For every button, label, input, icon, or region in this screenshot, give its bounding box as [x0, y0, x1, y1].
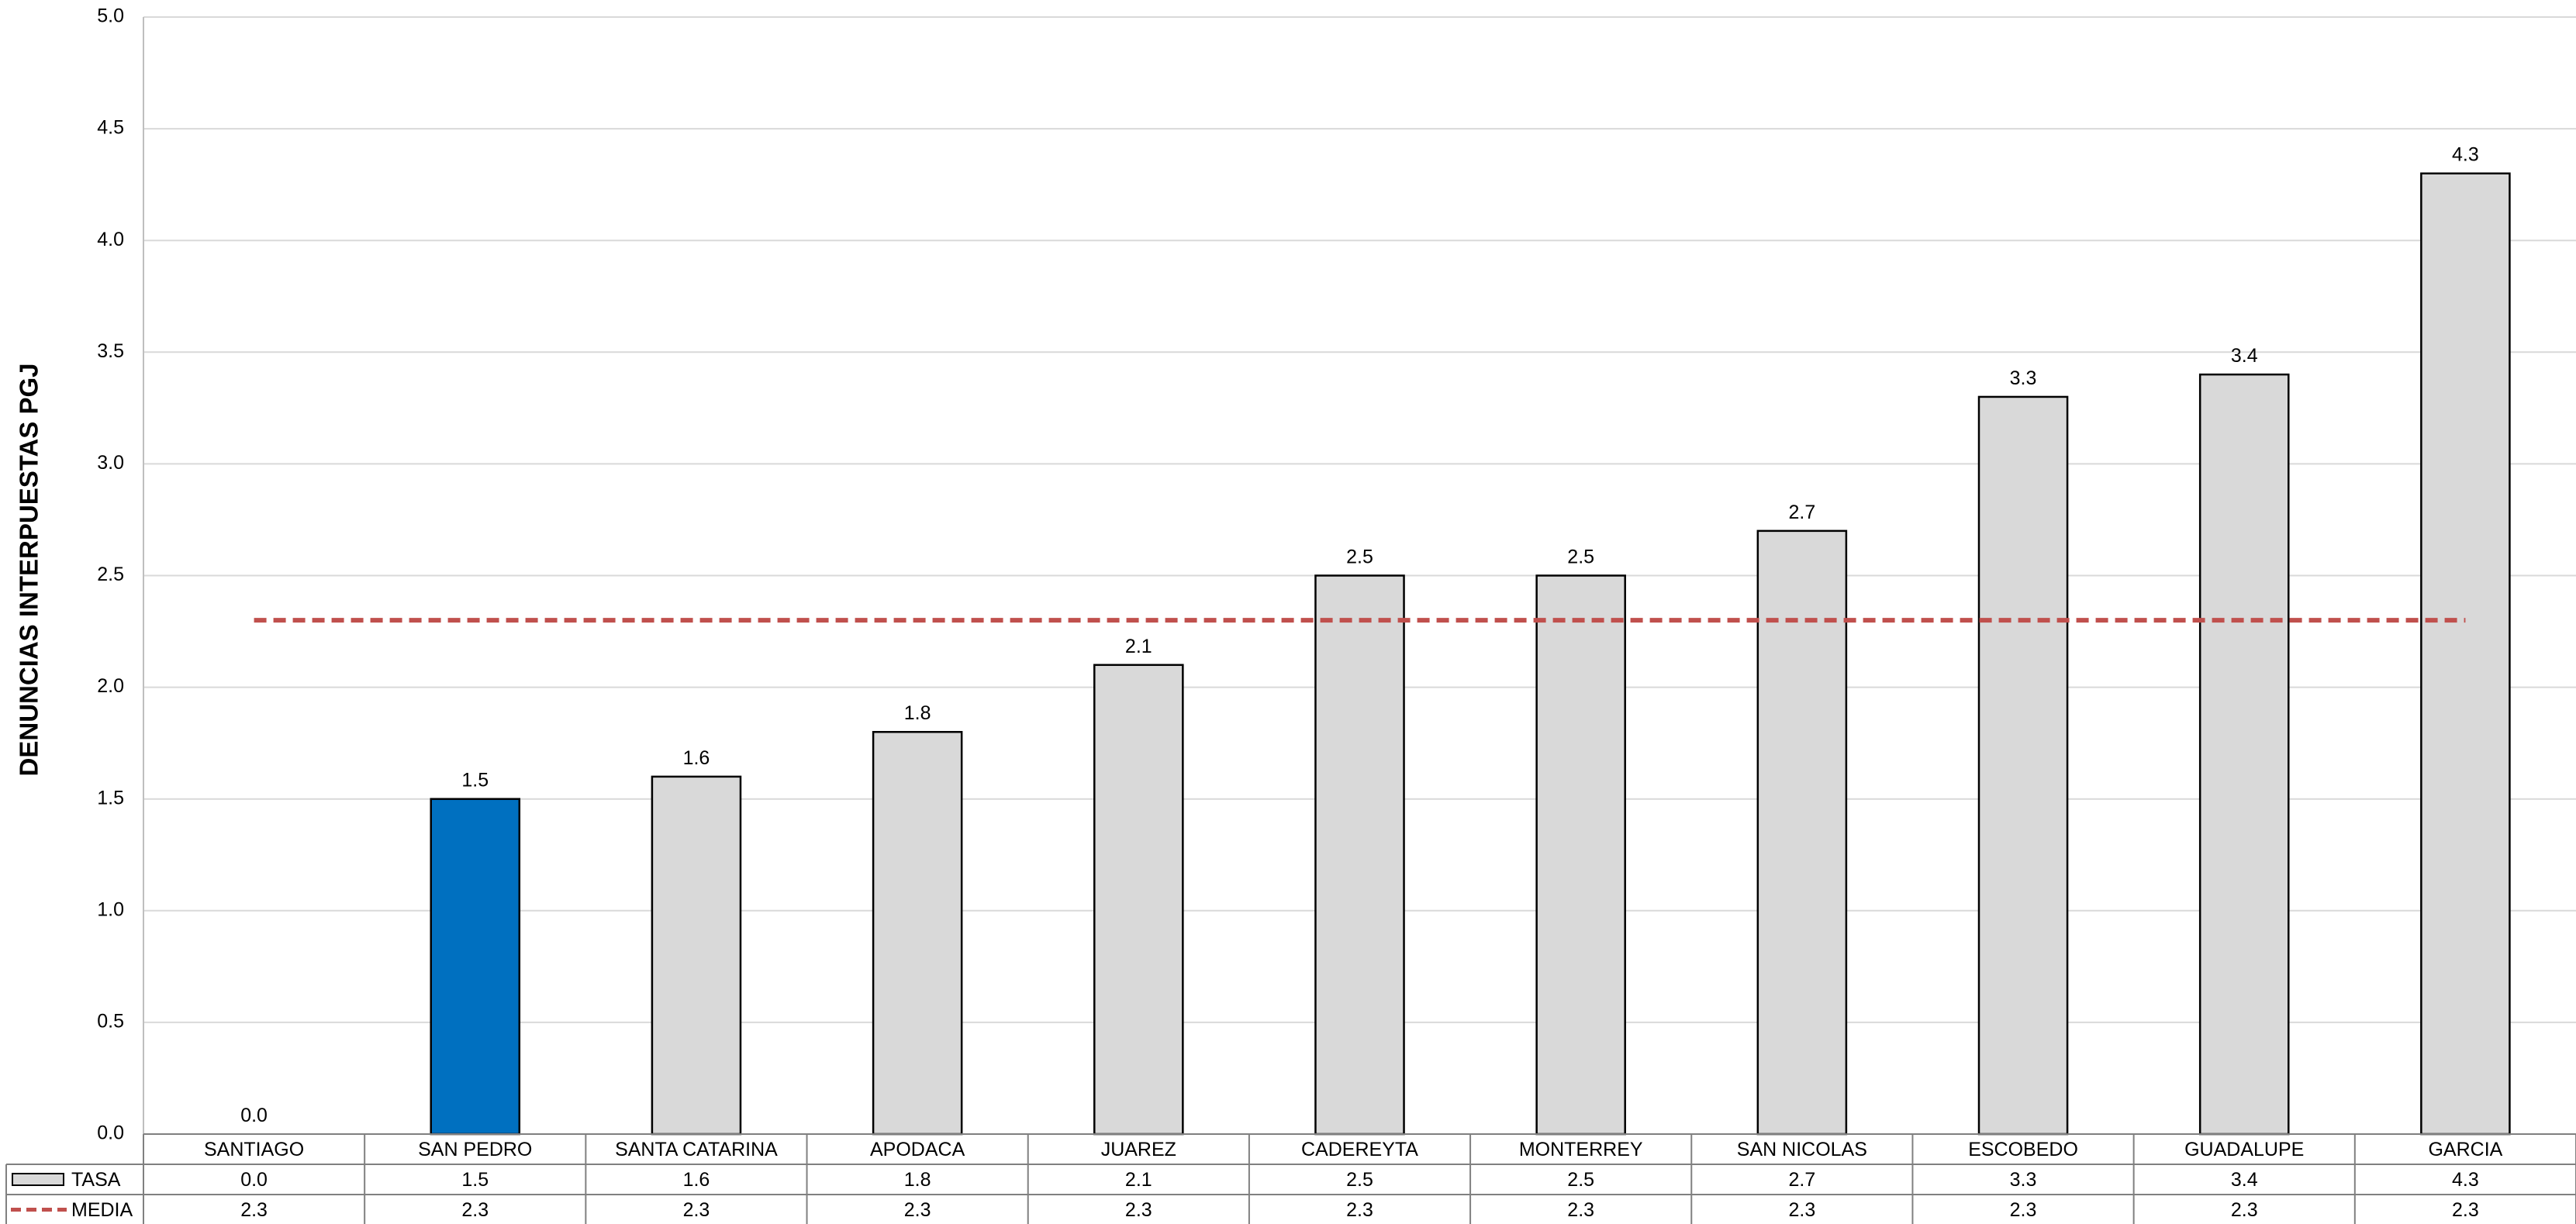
- table-cell-tasa: 3.4: [2231, 1169, 2258, 1191]
- bar-apodaca: [872, 730, 963, 1136]
- y-tick-label: 2.5: [97, 564, 124, 585]
- table-cell-tasa: 1.8: [904, 1169, 931, 1191]
- table-cell-media: 2.3: [461, 1199, 489, 1221]
- table-cell-tasa: 2.5: [1567, 1169, 1594, 1191]
- bar-santa-catarina: [651, 775, 742, 1136]
- bars: [430, 172, 2511, 1136]
- category-label: MONTERREY: [1519, 1139, 1643, 1160]
- y-tick-label: 3.0: [97, 452, 124, 474]
- table-cell-media: 2.3: [2452, 1199, 2479, 1221]
- table-cell-tasa: 0.0: [240, 1169, 268, 1191]
- table-cell-media: 2.3: [683, 1199, 710, 1221]
- table-cell-tasa: 4.3: [2452, 1169, 2479, 1191]
- table-cell-media: 2.3: [1788, 1199, 1815, 1221]
- bar-juarez: [1093, 664, 1184, 1136]
- bar-value-label: 3.4: [2231, 345, 2258, 367]
- bar-value-label: 2.5: [1346, 546, 1373, 568]
- bar-san-pedro: [430, 798, 521, 1136]
- category-label: SAN NICOLAS: [1737, 1139, 1867, 1160]
- data-table: SANTIAGO SAN PEDRO SANTA CATARINA APODACA JU…: [5, 1133, 2576, 1224]
- bar-data-labels: 0.0 1.5 1.6 1.8 2.1 2.5 2.5 2.7 3.3 3.4 4.3: [240, 144, 2479, 1126]
- bar-value-label: 2.5: [1567, 546, 1594, 568]
- table-cell-media: 2.3: [2010, 1199, 2037, 1221]
- legend-label-tasa: TASA: [71, 1169, 121, 1191]
- bar-san-nicolas: [1756, 529, 1848, 1136]
- category-label: SAN PEDRO: [418, 1139, 532, 1160]
- bar-monterrey: [1535, 574, 1626, 1136]
- bar-cadereyta: [1314, 574, 1405, 1136]
- y-axis-ticks: 0.0 0.5 1.0 1.5 2.0 2.5 3.0 3.5 4.0 4.5 5.0: [97, 5, 124, 1144]
- y-tick-label: 3.5: [97, 340, 124, 362]
- table-cell-media: 2.3: [1567, 1199, 1594, 1221]
- category-label: GUADALUPE: [2184, 1139, 2304, 1160]
- bar-value-label: 2.7: [1788, 502, 1815, 523]
- bar-garcia: [2420, 172, 2511, 1136]
- category-label: GARCIA: [2428, 1139, 2502, 1160]
- category-label: CADEREYTA: [1301, 1139, 1418, 1160]
- y-tick-label: 5.0: [97, 5, 124, 27]
- bar-escobedo: [1977, 395, 2069, 1136]
- table-cell-media: 2.3: [240, 1199, 268, 1221]
- y-tick-label: 0.0: [97, 1122, 124, 1144]
- table-cell-tasa: 1.6: [683, 1169, 710, 1191]
- table-cell-tasa: 2.7: [1788, 1169, 1815, 1191]
- bar-guadalupe: [2198, 373, 2290, 1136]
- bar-value-label: 1.6: [683, 747, 710, 769]
- y-tick-label: 0.5: [97, 1011, 124, 1033]
- table-cell-tasa: 1.5: [461, 1169, 489, 1191]
- legend-label-media: MEDIA: [71, 1199, 133, 1221]
- y-tick-label: 2.0: [97, 675, 124, 697]
- category-label: ESCOBEDO: [1968, 1139, 2078, 1160]
- y-axis-title: DENUNCIAS INTERPUESTAS PGJ: [15, 364, 43, 777]
- table-cell-media: 2.3: [904, 1199, 931, 1221]
- y-tick-label: 1.0: [97, 898, 124, 920]
- table-cell-tasa: 3.3: [2010, 1169, 2037, 1191]
- category-label: SANTIAGO: [204, 1139, 304, 1160]
- bar-value-label: 1.8: [904, 702, 931, 724]
- legend-key-tasa: [12, 1173, 64, 1186]
- y-tick-label: 4.5: [97, 117, 124, 139]
- bar-value-label: 3.3: [2010, 367, 2037, 389]
- y-tick-label: 4.0: [97, 229, 124, 250]
- table-cell-media: 2.3: [1125, 1199, 1152, 1221]
- category-label: SANTA CATARINA: [615, 1139, 778, 1160]
- bar-value-label: 1.5: [461, 770, 489, 791]
- y-tick-label: 1.5: [97, 787, 124, 809]
- table-cell-tasa: 2.5: [1346, 1169, 1373, 1191]
- bar-value-label: 4.3: [2452, 144, 2479, 166]
- table-cell-tasa: 2.1: [1125, 1169, 1152, 1191]
- category-label: APODACA: [870, 1139, 965, 1160]
- table-cell-media: 2.3: [2231, 1199, 2258, 1221]
- category-label: JUAREZ: [1101, 1139, 1176, 1160]
- bar-value-label: 0.0: [240, 1105, 268, 1126]
- table-cell-media: 2.3: [1346, 1199, 1373, 1221]
- bar-value-label: 2.1: [1125, 636, 1152, 657]
